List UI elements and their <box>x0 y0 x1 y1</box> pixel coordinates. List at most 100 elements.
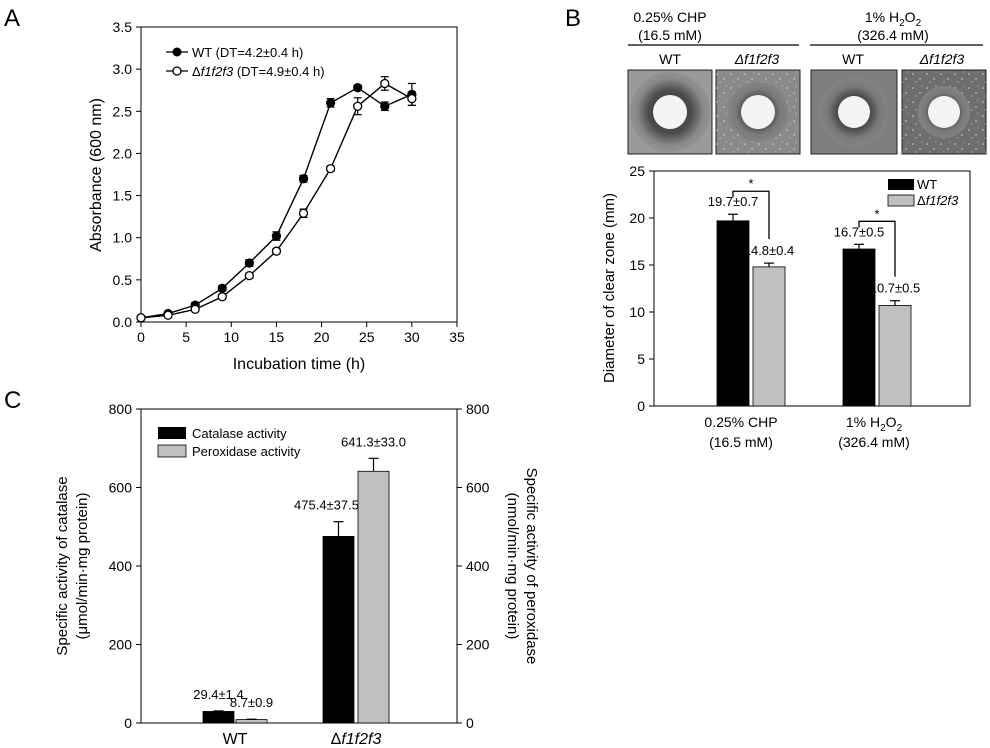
data-point <box>136 313 146 323</box>
data-point <box>190 304 200 315</box>
legend-label-wt: WT <box>917 177 937 192</box>
legend-swatch-wt <box>888 179 914 190</box>
x-tick-label: 35 <box>449 329 465 345</box>
data-point <box>325 98 336 108</box>
enzyme-activity-bar-chart: 0 0 200 200 400 400 600 600 800 800 Specific acti… <box>54 401 540 748</box>
legend: WT Δf1f2f3 <box>887 177 959 208</box>
series-line-mutant <box>140 82 413 319</box>
y-tick-label: 1.0 <box>113 230 133 246</box>
data-label: 10.7±0.5 <box>870 281 921 296</box>
bar <box>357 470 390 724</box>
category-label: (326.4 mM) <box>838 434 910 450</box>
x-tick-label: 20 <box>314 329 330 345</box>
plot-frame <box>653 170 971 407</box>
plate-mutant-chp <box>715 69 801 155</box>
y-tick-label: 3.0 <box>113 61 133 77</box>
x-tick-label: 5 <box>182 329 190 345</box>
y-tick-label: 5 <box>637 351 645 367</box>
data-point <box>244 270 254 281</box>
data-point <box>325 163 336 174</box>
data-point <box>380 101 390 111</box>
left-y-axis-subtitle: (μmol/min·mg protein) <box>74 492 91 639</box>
y-tick-label: 15 <box>629 257 645 273</box>
data-point <box>298 208 309 218</box>
plate-strain-label: Δf1f2f3 <box>734 51 780 67</box>
data-point <box>163 310 173 320</box>
panel-letter-c: C <box>4 387 21 414</box>
x-tick-label: 15 <box>269 329 285 345</box>
y-axis-title: Diameter of clear zone (mm) <box>601 193 618 383</box>
plate-wt-chp <box>627 69 713 155</box>
data-label: 641.3±33.0 <box>341 434 406 449</box>
legend-label-mutant: Δf1f2f3 (DT=4.9±0.4 h) <box>192 64 325 79</box>
series-line-wt <box>140 86 413 319</box>
y-tick-label: 0 <box>637 398 645 414</box>
plate-condition-h2o2: 1% H2O2 <box>865 9 922 29</box>
y-tick-label: 3.5 <box>113 19 133 35</box>
plate-mutant-h2o2 <box>901 69 987 155</box>
right-y-tick-label: 0 <box>466 715 474 731</box>
data-label: 8.7±0.9 <box>230 695 273 710</box>
legend-label-peroxidase: Peroxidase activity <box>192 444 301 459</box>
x-tick-label: 10 <box>223 329 239 345</box>
clear-zone-bar-chart: 0 5 10 15 20 25 Diameter of clear zone (mm) 1… <box>601 163 971 450</box>
plate-strain-label: Δf1f2f3 <box>919 51 965 67</box>
y-axis-title: Absorbance (600 nm) <box>88 98 105 252</box>
panel-letter-b: B <box>565 5 581 32</box>
y-tick-label: 25 <box>629 163 645 179</box>
data-point <box>271 246 282 256</box>
bar <box>322 536 355 724</box>
plate-condition-chp-sub: (16.5 mM) <box>638 27 702 43</box>
plate-wt-h2o2 <box>810 69 898 155</box>
legend-marker-wt <box>172 47 182 57</box>
x-axis-title: Incubation time (h) <box>233 356 366 373</box>
legend-swatch-mutant <box>887 194 915 207</box>
x-tick-label: 25 <box>359 329 375 345</box>
data-point <box>217 283 227 293</box>
data-label: 14.8±0.4 <box>744 243 795 258</box>
bar <box>235 719 268 724</box>
right-y-tick-label: 400 <box>466 558 490 574</box>
legend-swatch-peroxidase <box>157 444 187 458</box>
growth-curve-chart: 0 5 10 15 20 25 30 35 0.0 0.5 1.0 1.5 2.0 2.5 3.0 3.5 I… <box>88 19 465 373</box>
category-label: Δf1f2f3 <box>331 731 382 748</box>
plot-frame <box>140 26 458 323</box>
data-point <box>271 231 282 241</box>
axis-ticks: 0 5 10 15 20 25 <box>629 163 654 414</box>
data-point <box>353 83 363 93</box>
category-label: 0.25% CHP <box>704 414 777 430</box>
data-label: 29.4±1.4 <box>193 687 244 702</box>
data-point <box>217 292 227 302</box>
significance-bracket <box>732 190 770 240</box>
data-label: 16.7±0.5 <box>834 224 885 239</box>
bar <box>752 266 786 407</box>
legend: WT (DT=4.2±0.4 h) Δf1f2f3 (DT=4.9±0.4 h) <box>166 45 325 79</box>
category-label: WT <box>223 731 248 748</box>
y-tick-label: 1.5 <box>113 188 133 204</box>
significance-bracket <box>858 220 896 277</box>
left-y-tick-label: 200 <box>109 637 133 653</box>
plate-strain-label: WT <box>842 51 864 67</box>
y-tick-label: 20 <box>629 210 645 226</box>
plate-strain-label: WT <box>659 51 681 67</box>
significance-marker: * <box>748 176 753 191</box>
panel-letter-a: A <box>4 5 20 32</box>
data-point <box>244 258 254 268</box>
right-y-tick-label: 600 <box>466 480 490 496</box>
bar <box>202 711 235 724</box>
y-tick-label: 2.5 <box>113 103 133 119</box>
bar <box>842 248 876 407</box>
data-point <box>298 174 309 184</box>
significance-marker: * <box>874 206 879 221</box>
series-layer <box>136 76 417 323</box>
y-tick-label: 0.5 <box>113 272 133 288</box>
data-point <box>407 93 417 104</box>
left-y-tick-label: 600 <box>109 480 133 496</box>
right-y-tick-label: 200 <box>466 637 490 653</box>
y-tick-label: 2.0 <box>113 145 133 161</box>
legend: Catalase activity Peroxidase activity <box>157 426 301 459</box>
left-y-tick-label: 0 <box>124 715 132 731</box>
legend-label-wt: WT (DT=4.2±0.4 h) <box>192 45 303 60</box>
left-y-tick-label: 800 <box>109 401 133 417</box>
right-y-axis-subtitle: (nmol/min·mg protein) <box>504 493 521 640</box>
